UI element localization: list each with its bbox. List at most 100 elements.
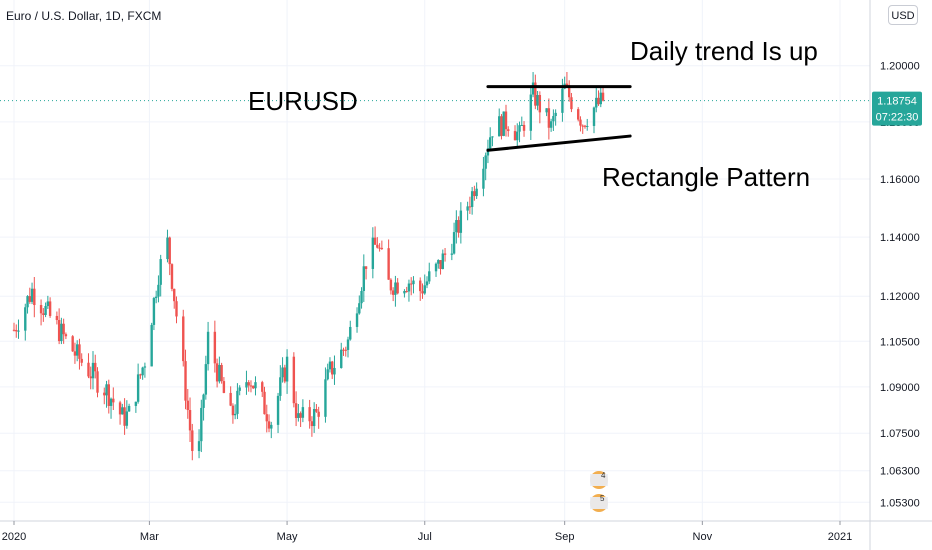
candle bbox=[554, 109, 557, 126]
candle bbox=[73, 342, 77, 364]
candle bbox=[150, 322, 153, 367]
candle bbox=[276, 392, 280, 434]
y-tick-label: 1.06300 bbox=[880, 466, 920, 478]
candle bbox=[423, 274, 426, 295]
candle bbox=[504, 104, 508, 137]
candle bbox=[412, 276, 415, 294]
candle bbox=[502, 111, 505, 137]
candle bbox=[12, 322, 16, 332]
candle bbox=[263, 386, 266, 415]
candle bbox=[39, 299, 43, 326]
candle bbox=[312, 402, 316, 433]
candle bbox=[488, 127, 492, 150]
candles bbox=[12, 71, 605, 461]
candle bbox=[567, 80, 571, 102]
candle bbox=[33, 277, 36, 318]
candle bbox=[91, 351, 95, 390]
candle bbox=[297, 404, 300, 422]
candle bbox=[127, 403, 131, 412]
candle bbox=[215, 358, 219, 388]
x-tick-label: 2021 bbox=[828, 531, 852, 543]
candle bbox=[123, 398, 126, 435]
candle bbox=[64, 332, 68, 340]
candle bbox=[17, 319, 20, 339]
candle bbox=[536, 90, 539, 111]
y-tick-label: 1.09000 bbox=[880, 382, 920, 394]
candle bbox=[403, 289, 406, 298]
svg-text:5: 5 bbox=[600, 494, 605, 503]
candle bbox=[419, 277, 422, 301]
candle bbox=[455, 210, 458, 244]
candle bbox=[170, 263, 174, 292]
candle bbox=[513, 125, 517, 141]
price-axis[interactable]: 1.200001.180001.160001.140001.120001.105… bbox=[880, 61, 920, 510]
candle bbox=[315, 404, 318, 413]
candle bbox=[220, 362, 223, 384]
candle bbox=[254, 376, 257, 396]
last-price-label: 1.18754 bbox=[877, 96, 917, 108]
candle bbox=[154, 290, 158, 304]
candle bbox=[30, 282, 34, 305]
candle bbox=[283, 364, 287, 384]
x-tick-label: Jul bbox=[418, 531, 432, 543]
candle bbox=[601, 86, 605, 102]
candle bbox=[57, 308, 61, 345]
candle bbox=[457, 216, 460, 238]
candle bbox=[222, 377, 226, 394]
y-tick-label: 1.05300 bbox=[880, 497, 920, 509]
rectangle-bottom-line[interactable] bbox=[486, 134, 632, 152]
candle bbox=[299, 411, 302, 428]
y-tick-label: 1.10500 bbox=[880, 336, 920, 348]
candle bbox=[344, 346, 347, 357]
candle bbox=[238, 385, 241, 396]
candle bbox=[60, 317, 63, 345]
candle bbox=[549, 118, 553, 132]
candle bbox=[62, 318, 65, 344]
candle bbox=[184, 349, 187, 410]
candle bbox=[118, 400, 122, 425]
candle bbox=[310, 416, 314, 437]
candle bbox=[387, 239, 390, 280]
candle bbox=[249, 380, 253, 393]
candle bbox=[498, 108, 501, 137]
time-axis[interactable]: 2020 Mar May Jul Sep Nov 2021 bbox=[2, 521, 852, 543]
candle bbox=[317, 406, 320, 429]
candle bbox=[534, 74, 537, 110]
candle bbox=[491, 136, 494, 147]
candle bbox=[247, 380, 250, 392]
candle bbox=[531, 72, 535, 98]
candle bbox=[518, 121, 521, 143]
watermark-logo: 4 5 bbox=[590, 471, 608, 512]
candle bbox=[421, 283, 424, 299]
candle bbox=[42, 308, 45, 322]
candle bbox=[270, 421, 273, 439]
candle bbox=[597, 90, 600, 106]
currency-button[interactable]: USD bbox=[888, 5, 918, 25]
candle bbox=[292, 352, 296, 408]
candle bbox=[218, 356, 221, 384]
annotation-trend: Daily trend Is up bbox=[630, 36, 818, 66]
candle bbox=[136, 363, 140, 404]
candle bbox=[175, 296, 178, 324]
candle bbox=[28, 287, 31, 304]
candle bbox=[245, 370, 248, 395]
candle bbox=[233, 404, 237, 420]
y-tick-label: 1.07500 bbox=[880, 428, 920, 440]
candle bbox=[552, 109, 555, 131]
candle bbox=[55, 311, 59, 325]
candle bbox=[349, 320, 352, 341]
candle bbox=[475, 182, 478, 199]
candle bbox=[425, 276, 429, 289]
svg-text:4: 4 bbox=[601, 471, 606, 480]
candle bbox=[141, 366, 144, 380]
candle bbox=[89, 366, 92, 390]
candle bbox=[484, 152, 487, 181]
candle bbox=[143, 362, 147, 378]
candle bbox=[168, 236, 171, 276]
candle bbox=[360, 287, 363, 309]
candle bbox=[538, 91, 542, 124]
candle bbox=[405, 286, 408, 293]
candle bbox=[96, 367, 99, 398]
countdown-label: 07:22:30 bbox=[876, 112, 919, 124]
